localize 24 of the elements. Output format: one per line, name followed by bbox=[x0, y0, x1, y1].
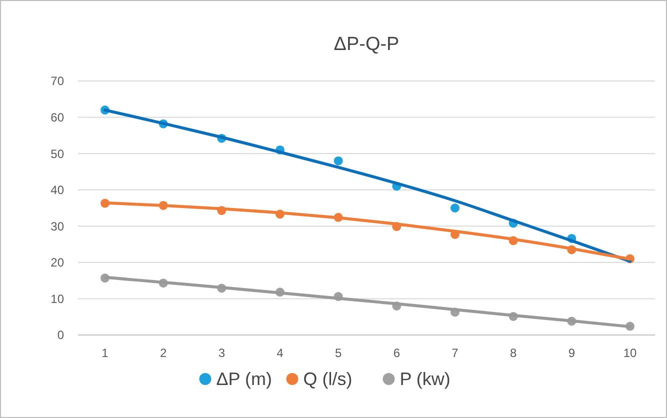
x-tick-label: 7 bbox=[452, 346, 459, 360]
x-tick-label: 9 bbox=[568, 346, 576, 360]
legend-label: Q (l/s) bbox=[303, 369, 352, 389]
x-tick-label: 5 bbox=[334, 346, 342, 360]
x-tick-label: 6 bbox=[393, 346, 400, 360]
x-tick-label: 10 bbox=[623, 346, 637, 360]
y-tick-label: 60 bbox=[50, 110, 64, 124]
y-tick-label: 20 bbox=[50, 256, 64, 270]
x-tick-label: 4 bbox=[276, 346, 284, 360]
y-tick-label: 30 bbox=[50, 219, 64, 234]
y-tick-label: 10 bbox=[50, 292, 64, 306]
x-tick-label: 3 bbox=[218, 346, 226, 360]
point bbox=[334, 156, 343, 166]
y-tick-label: 0 bbox=[57, 328, 64, 342]
legend-label: ΔP (m) bbox=[216, 369, 272, 389]
x-tick-label: 1 bbox=[102, 346, 109, 360]
x-tick-label: 8 bbox=[510, 346, 517, 360]
y-tick-label: 50 bbox=[50, 146, 64, 161]
chart-title: ΔP-Q-P bbox=[334, 34, 400, 55]
x-tick-label: 2 bbox=[160, 346, 167, 360]
legend-label: P (kw) bbox=[400, 369, 450, 389]
y-tick-label: 70 bbox=[50, 74, 64, 88]
y-tick-label: 40 bbox=[50, 183, 64, 198]
point bbox=[450, 204, 460, 212]
